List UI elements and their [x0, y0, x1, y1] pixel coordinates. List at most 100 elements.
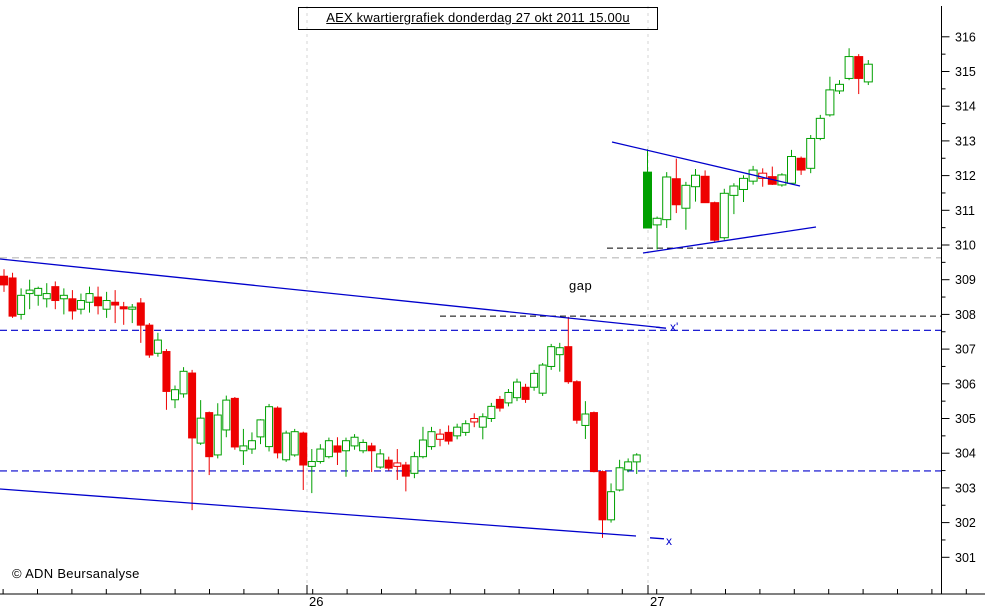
candle-body [171, 389, 179, 401]
candle-body [564, 346, 573, 383]
candle-body [436, 433, 445, 440]
candle-body [273, 407, 282, 454]
candle-body [854, 56, 864, 79]
candle-body [470, 418, 479, 423]
y-axis-label: 314 [955, 100, 976, 114]
candle-body [478, 416, 487, 428]
candle-body [453, 426, 462, 437]
candle-body [68, 298, 77, 312]
candle-body [196, 417, 205, 444]
upper-channel-end-annotation: x' [670, 320, 679, 334]
candle-body [393, 462, 402, 467]
candle-body [265, 406, 274, 448]
candle-body [25, 289, 34, 295]
day-label: 27 [650, 594, 664, 609]
candle-body [350, 436, 359, 447]
lower-channel-end-annotation: x [666, 534, 672, 548]
candle-body [17, 294, 26, 315]
candle-body [76, 300, 85, 310]
y-axis-label: 311 [955, 204, 975, 218]
candle-body [538, 364, 547, 394]
candle-body [111, 301, 120, 306]
candle-body [333, 445, 342, 453]
candle-body [222, 399, 231, 431]
candle-body [719, 192, 729, 239]
candle-body [581, 413, 590, 426]
y-axis-label: 306 [955, 377, 976, 391]
y-axis-label: 308 [955, 308, 976, 322]
candle-body [495, 398, 504, 409]
candle-body [136, 302, 145, 326]
candle-body [324, 440, 333, 458]
candle-body [589, 412, 598, 473]
day-label: 26 [309, 594, 323, 609]
candle-body [102, 300, 111, 310]
gap-annotation: gap [569, 278, 593, 293]
candle-body [863, 63, 873, 83]
channel-upper-stub [655, 326, 667, 329]
candle-body [681, 184, 691, 209]
candle-body [153, 339, 162, 354]
candle-body [384, 459, 393, 469]
candle-body [307, 461, 316, 467]
candle-body [607, 491, 616, 521]
candle-body [205, 412, 214, 458]
candle-body [290, 431, 299, 456]
candle-body [710, 202, 720, 241]
candle-body [598, 471, 607, 521]
channel-upper [0, 258, 661, 329]
candle-body [230, 397, 239, 448]
candle-body [427, 431, 436, 448]
candle-body [51, 286, 60, 302]
y-axis-label: 304 [955, 447, 976, 461]
channel-lower-stub [649, 537, 665, 540]
y-axis-label: 309 [955, 273, 976, 287]
candle-body [547, 346, 556, 367]
candle-body [145, 324, 154, 356]
candle-body [662, 176, 672, 221]
candle-body [700, 175, 710, 204]
candle-body [42, 293, 51, 300]
candle-body [179, 370, 188, 395]
triangle-upper [611, 141, 801, 187]
candle-body [643, 171, 652, 229]
candle-body [34, 287, 43, 296]
candle-body [247, 440, 256, 450]
candle-body [188, 372, 197, 439]
y-axis-label: 303 [955, 481, 976, 495]
candle-body [8, 277, 17, 317]
candle-body [342, 440, 350, 452]
candle-body [418, 439, 427, 458]
candle-body [572, 381, 581, 421]
candle-body [128, 306, 137, 310]
y-axis-label: 315 [955, 65, 976, 79]
candle-body [632, 454, 641, 463]
candle-body [691, 174, 700, 188]
candle-body [521, 386, 530, 400]
candle-body [410, 456, 419, 474]
candle-body [367, 445, 376, 452]
candle-body [316, 448, 325, 463]
candle-body [359, 441, 368, 452]
y-axis-label: 307 [955, 343, 976, 357]
candle-body [94, 296, 103, 307]
candle-body [652, 217, 662, 226]
candle-body [825, 89, 835, 116]
candle-body [85, 293, 94, 303]
y-axis-label: 312 [955, 169, 976, 183]
chart-title-box: AEX kwartiergrafiek donderdag 27 okt 201… [298, 7, 658, 30]
candle-body [299, 432, 308, 466]
candle-body [729, 185, 739, 196]
candle-body [119, 306, 128, 310]
candle-body [504, 391, 513, 404]
candle-body [487, 405, 496, 420]
candle-body [59, 294, 68, 300]
candle-body [615, 467, 624, 491]
candle-body [162, 351, 171, 392]
candle-body [282, 432, 291, 461]
candle-body [806, 137, 816, 169]
chart-title: AEX kwartiergrafiek donderdag 27 okt 201… [326, 10, 630, 25]
candle-body [530, 372, 539, 388]
channel-lower [0, 488, 637, 537]
